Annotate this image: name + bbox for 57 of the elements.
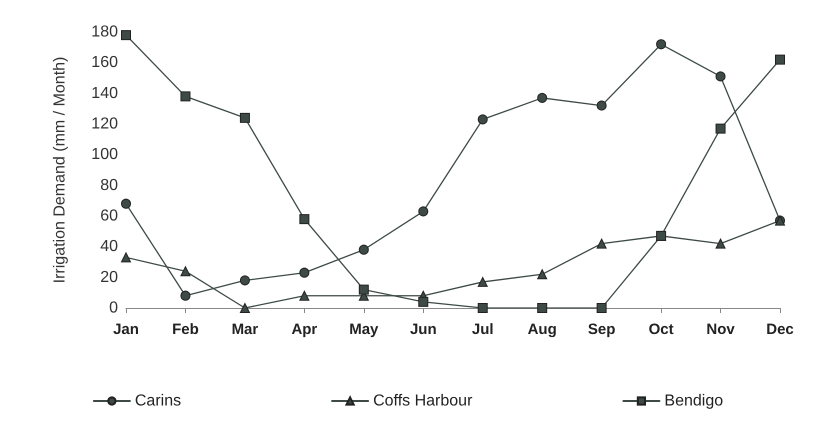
- y-tick-label: 40: [100, 238, 118, 256]
- y-tick-label: 60: [100, 208, 118, 224]
- point: [656, 230, 666, 241]
- point: [596, 238, 607, 249]
- point: [596, 303, 607, 313]
- legend-label: Coffs Harbour: [373, 392, 474, 410]
- x-tick-label: Apr: [291, 321, 318, 338]
- point: [180, 266, 190, 276]
- point: [537, 303, 548, 313]
- point: [121, 252, 131, 262]
- point: [299, 268, 310, 278]
- x-tick-label: Sep: [588, 321, 616, 338]
- point: [656, 39, 666, 50]
- point: [240, 275, 250, 286]
- point: [775, 54, 785, 65]
- point: [596, 100, 607, 111]
- y-tick-label: 120: [91, 116, 118, 132]
- y-tick-label: 140: [91, 84, 118, 102]
- point: [418, 206, 428, 216]
- point: [537, 269, 548, 280]
- point: [121, 30, 131, 40]
- point: [299, 214, 310, 224]
- point: [180, 290, 190, 301]
- point: [299, 290, 310, 301]
- point: [716, 238, 726, 249]
- point: [240, 303, 250, 313]
- x-tick-label: Nov: [706, 321, 736, 338]
- point: [358, 244, 369, 255]
- point: [180, 91, 190, 102]
- y-tick-label: 20: [100, 268, 118, 286]
- point: [418, 296, 428, 307]
- y-tick-label: 180: [91, 24, 118, 40]
- point: [240, 112, 250, 123]
- point: [121, 198, 131, 209]
- x-tick-label: Jun: [410, 321, 437, 338]
- legend-label: Carins: [134, 392, 182, 410]
- x-tick-label: Jan: [113, 321, 139, 338]
- x-tick-label: Oct: [648, 321, 674, 338]
- x-tick-label: Feb: [172, 321, 199, 338]
- y-tick-label: 100: [91, 146, 118, 164]
- x-tick-label: Jul: [472, 321, 494, 338]
- point: [716, 124, 726, 134]
- y-tick-label: 160: [91, 54, 118, 72]
- point: [358, 284, 369, 295]
- legend-label: Bendigo: [664, 392, 724, 410]
- y-tick-label: 80: [100, 176, 118, 194]
- point: [478, 303, 488, 313]
- x-tick-label: Mar: [232, 321, 258, 338]
- y-tick-label: 0: [109, 300, 118, 316]
- point: [478, 114, 488, 124]
- point: [478, 276, 488, 287]
- y-axis-title: Irrigation Demand (mm / Month): [52, 56, 68, 284]
- x-tick-label: May: [349, 321, 380, 338]
- x-tick-label: Aug: [528, 321, 557, 338]
- point: [537, 92, 548, 103]
- point: [716, 71, 726, 82]
- x-tick-label: Dec: [766, 321, 794, 338]
